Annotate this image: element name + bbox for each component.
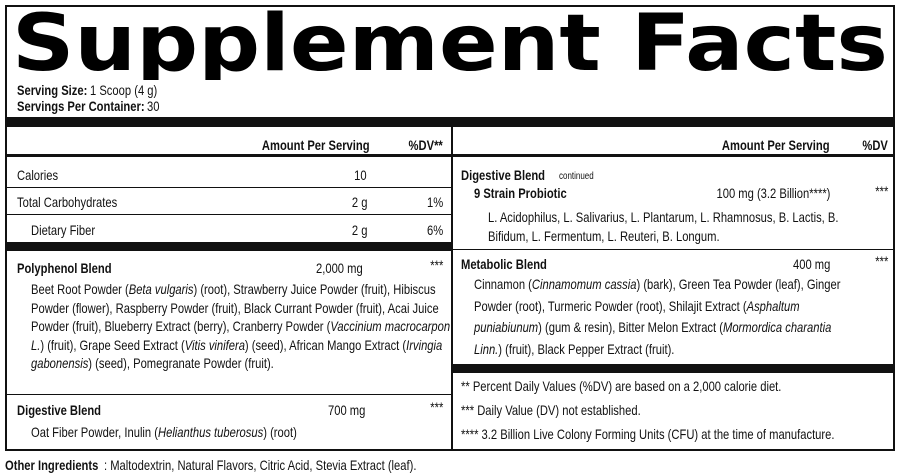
ingredient-line: Powder (flower), Raspberry Powder (fruit… — [31, 300, 439, 316]
nutrient-name: Dietary Fiber — [31, 222, 96, 238]
text: ) (root) — [263, 424, 297, 440]
header-dv: %DV — [862, 137, 888, 153]
border-right — [893, 5, 895, 451]
italic-text: Vaccinium macrocarpon — [330, 318, 451, 334]
italic-text: Linn. — [474, 341, 499, 358]
serving-value: 1 Scoop (4 g) — [90, 82, 158, 98]
ingredient-line: Powder (fruit), Blueberry Extract (berry… — [31, 318, 450, 334]
ingredient-line: Oat Fiber Powder, Inulin (Helianthus tub… — [31, 424, 297, 440]
row-rule — [453, 249, 893, 250]
nutrient-amount: 2 g — [351, 194, 367, 210]
text: Cinnamon ( — [474, 276, 532, 292]
header-rule — [7, 154, 451, 157]
other-text: : Maltodextrin, Natural Flavors, Citric … — [104, 457, 417, 473]
blend-amount: 400 mg — [793, 256, 831, 272]
ingredient-line: L.) (fruit), Grape Seed Extract (Vitis v… — [31, 337, 442, 353]
title-svg: Supplement Facts — [12, 0, 888, 80]
footnote: ** Percent Daily Values (%DV) are based … — [461, 378, 782, 394]
ingredient-line: Beet Root Powder (Beta vulgaris) (root),… — [31, 281, 436, 297]
ingredient-line: Linn.) (fruit), Black Pepper Extract (fr… — [474, 341, 674, 357]
footnote: **** 3.2 Billion Live Colony Forming Uni… — [461, 426, 835, 442]
thick-rule — [7, 117, 895, 127]
border-top — [5, 5, 895, 7]
italic-text: Irvingia — [406, 336, 443, 353]
blend-amount: 700 mg — [328, 402, 366, 418]
text: ) (seed), Pomegranate Powder (fruit). — [88, 355, 274, 371]
row-rule — [7, 394, 451, 395]
header-rule — [453, 154, 893, 157]
italic-text: puniabiunum — [474, 319, 539, 336]
text: Powder (flower), Raspberry Powder (fruit… — [31, 299, 439, 316]
servings-value: 30 — [147, 98, 160, 114]
text: ) (fruit), Black Pepper Extract (fruit). — [498, 341, 675, 358]
italic-text: Helianthus tuberosus — [158, 424, 264, 440]
serving-label: Serving Size: — [17, 82, 88, 98]
border-left — [5, 5, 7, 451]
text: Bifidum, L. Fermentum, L. Reuteri, B. Lo… — [488, 228, 720, 244]
nutrient-dv: 6% — [426, 222, 443, 238]
blend-dv: *** — [874, 253, 888, 269]
blend-dv: *** — [429, 257, 443, 273]
text: Oat Fiber Powder, Inulin ( — [31, 424, 158, 440]
column-divider — [451, 127, 453, 450]
italic-text: Vitis vinifera — [184, 336, 245, 353]
text: ) (gum & resin), Bitter Melon Extract ( — [538, 319, 723, 336]
italic-text: Mormordica charantia — [722, 319, 832, 336]
text: ) (bark), Green Tea Powder (leaf), Ginge… — [636, 276, 841, 292]
text: ) (root), Strawberry Juice Powder (fruit… — [193, 281, 436, 297]
italic-text: L. — [31, 336, 41, 353]
blend-amount: 2,000 mg — [316, 260, 363, 276]
blend-name: Digestive Blend — [461, 167, 546, 183]
row-rule — [7, 214, 451, 215]
thick-rule — [7, 242, 451, 251]
italic-text: Beta vulgaris — [128, 281, 194, 297]
continued-note: continued — [559, 171, 594, 182]
text: ) (fruit), Grape Seed Extract ( — [40, 336, 185, 353]
item-dv: *** — [874, 183, 888, 199]
ingredient-line: Bifidum, L. Fermentum, L. Reuteri, B. Lo… — [488, 228, 720, 244]
italic-text: Asphaltum — [746, 297, 800, 314]
blend-name: Digestive Blend — [17, 402, 102, 418]
title: Supplement Facts — [12, 0, 888, 80]
servings-label: Servings Per Container: — [17, 98, 145, 114]
header-amount: Amount Per Serving — [722, 137, 830, 153]
italic-text: gabonensis — [31, 355, 89, 371]
ingredient-line: puniabiunum) (gum & resin), Bitter Melon… — [474, 319, 831, 335]
italic-text: Cinnamomum cassia — [531, 276, 637, 292]
ingredient-line: gabonensis) (seed), Pomegranate Powder (… — [31, 355, 274, 371]
border-bottom — [5, 449, 895, 451]
row-rule — [7, 187, 451, 188]
thick-rule — [453, 364, 893, 373]
header-amount: Amount Per Serving — [262, 137, 370, 153]
ingredient-line: L. Acidophilus, L. Salivarius, L. Planta… — [488, 209, 838, 225]
item-amount: 100 mg (3.2 Billion****) — [716, 185, 830, 201]
nutrient-name: Total Carbohydrates — [17, 194, 118, 210]
text: Beet Root Powder ( — [31, 281, 129, 297]
blend-name: Polyphenol Blend — [17, 260, 112, 276]
text: ) (seed), African Mango Extract ( — [244, 336, 407, 353]
footnote: *** Daily Value (DV) not established. — [461, 402, 641, 418]
text: Powder (root), Turmeric Powder (root), S… — [474, 297, 747, 314]
nutrient-amount: 10 — [354, 167, 367, 183]
nutrient-name: Calories — [17, 167, 59, 183]
blend-dv: *** — [429, 399, 443, 415]
ingredient-line: Cinnamon (Cinnamomum cassia) (bark), Gre… — [474, 276, 840, 292]
nutrient-amount: 2 g — [351, 222, 367, 238]
ingredient-line: Powder (root), Turmeric Powder (root), S… — [474, 298, 800, 314]
header-dv: %DV** — [408, 137, 443, 153]
text: Powder (fruit), Blueberry Extract (berry… — [31, 318, 331, 334]
blend-name: Metabolic Blend — [461, 256, 547, 272]
item-name: 9 Strain Probiotic — [474, 185, 567, 201]
nutrient-dv: 1% — [426, 194, 443, 210]
text: L. Acidophilus, L. Salivarius, L. Planta… — [488, 209, 839, 225]
other-label: Other Ingredients — [5, 457, 99, 473]
